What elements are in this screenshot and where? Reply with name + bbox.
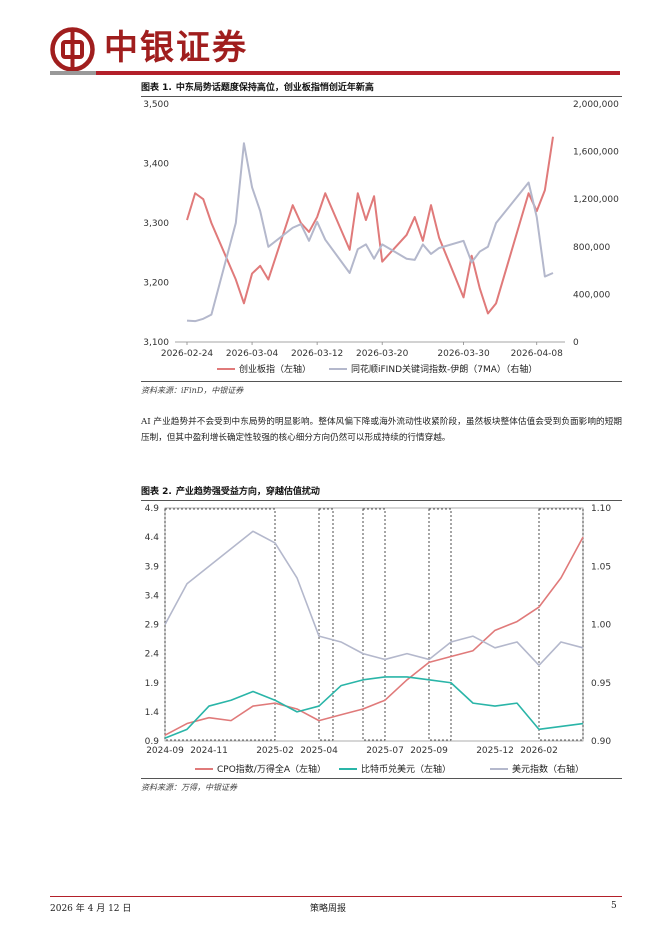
chart1-y-left-tick: 3,500 [143,100,169,110]
chart2-y-left-tick: 1.9 [145,679,160,689]
figure1-label: 图表 1. [141,83,172,93]
chart1-y-left-tick: 3,100 [143,338,169,348]
footer-date: 2026 年 4 月 12 日 [50,904,132,914]
chart1-legend-label: 创业板指（左轴） [239,363,311,375]
chart2-y-left-tick: 1.4 [145,708,160,718]
chart1-x-tick: 2026-03-30 [437,349,490,359]
figure1-source: 资料来源：iFinD，中银证券 [141,386,244,395]
chart2-y-left-tick: 3.9 [145,562,160,572]
chart2-y-left-tick: 4.4 [145,533,160,543]
chart-1: 3,100 3,200 3,300 3,400 3,500 0 400,000 800,000… [143,100,619,375]
chart2-highlight-period [428,508,452,741]
chart2-x-tick: 2026-02 [520,746,558,756]
chart1-x-tick: 2026-03-04 [226,349,279,359]
figure1-title: 图表 1. 中东局势话题度保持高位，创业板指悄创近年新高 [141,81,374,95]
figure2-top-rule [141,500,622,501]
chart2-x-tick: 2025-04 [300,746,338,756]
chart2-legend-label: 比特币兑美元（左轴） [361,763,451,775]
chart2-legend-label: 美元指数（右轴） [512,763,584,775]
figure2-title: 图表 2. 产业趋势强受益方向，穿越估值扰动 [141,485,320,499]
chart2-y-left-tick: 2.4 [145,650,160,660]
chart2-legend-label: CPO指数/万得全A（左轴） [217,763,326,775]
chart1-legend-label: 同花顺iFIND关键词指数-伊朗（7MA）（右轴） [351,363,537,375]
chart1-y-left-tick: 3,200 [143,279,169,289]
chart1-y-right-tick: 2,000,000 [573,100,619,110]
brand-name: 中银证券 [104,28,248,68]
chart2-y-right-tick: 1.10 [591,504,611,514]
chart1-y-left-tick: 3,400 [143,160,169,170]
footer-report-type: 策略周报 [310,904,347,914]
header-accent-gray [50,71,96,75]
chart2-y-left-tick: 3.4 [145,591,160,601]
bank-of-china-logo [50,27,95,72]
body-paragraph: AI 产业趋势并不会受到中东局势的明显影响。整体风偏下降或海外流动性收紧阶段，虽… [141,417,622,443]
chart2-series-dollar-index-line [164,530,584,667]
chart1-series-chinext-line [186,136,554,315]
footer-page-number: 5 [611,901,617,911]
chart2-y-right-tick: 0.95 [591,679,611,689]
chart1-series-iran-keyword-line [186,142,554,323]
header-accent-red [96,71,620,75]
chart1-x-tick: 2026-03-20 [356,349,409,359]
chart1-y-left-tick: 3,300 [143,219,169,229]
chart2-y-left-tick: 2.9 [145,621,160,631]
chart2-highlight-period [362,508,386,741]
chart2-y-right-tick: 1.05 [591,562,611,572]
figure2-title-text: 产业趋势强受益方向，穿越估值扰动 [175,487,320,497]
chart2-y-right-tick: 1.00 [591,621,611,631]
chart2-y-left-tick: 0.9 [145,737,160,747]
figure2-source: 资料来源：万得，中银证券 [141,783,237,792]
chart2-series-bitcoin-line [164,676,584,739]
figure1-bottom-rule [141,381,622,382]
chart1-x-tick: 2026-03-12 [291,349,343,359]
figure2-label: 图表 2. [141,487,172,497]
figure1-top-rule [141,96,622,97]
chart1-y-right-tick: 0 [573,338,579,348]
chart2-highlight-period [164,508,276,741]
chart1-y-right-tick: 1,200,000 [573,195,619,205]
figure2-bottom-rule [141,778,622,779]
chart2-y-right-tick: 0.90 [591,737,611,747]
chart1-y-right-tick: 400,000 [573,290,610,300]
chart2-x-tick: 2025-09 [410,746,448,756]
chart2-series-cpo-line [164,536,584,736]
chart2-highlight-period [318,508,334,741]
chart2-x-tick: 2024-09 [146,746,184,756]
figure1-title-text: 中东局势话题度保持高位，创业板指悄创近年新高 [175,83,374,93]
chart2-y-left-tick: 4.9 [145,504,160,514]
footer-rule [50,896,622,897]
chart1-y-right-tick: 1,600,000 [573,148,619,158]
chart2-x-tick: 2024-11 [190,746,228,756]
chart1-y-right-tick: 800,000 [573,243,610,253]
chart2-x-tick: 2025-12 [476,746,514,756]
chart2-x-tick: 2025-02 [256,746,294,756]
chart2-x-tick: 2025-07 [366,746,404,756]
chart-2: 0.9 1.4 1.9 2.4 2.9 3.4 3.9 4.4 4.9 0.90 0.95 1.00 1… [145,504,612,775]
chart2-highlight-period [538,508,584,741]
chart1-x-tick: 2026-02-24 [161,349,214,359]
chart1-x-tick: 2026-04-08 [511,349,564,359]
